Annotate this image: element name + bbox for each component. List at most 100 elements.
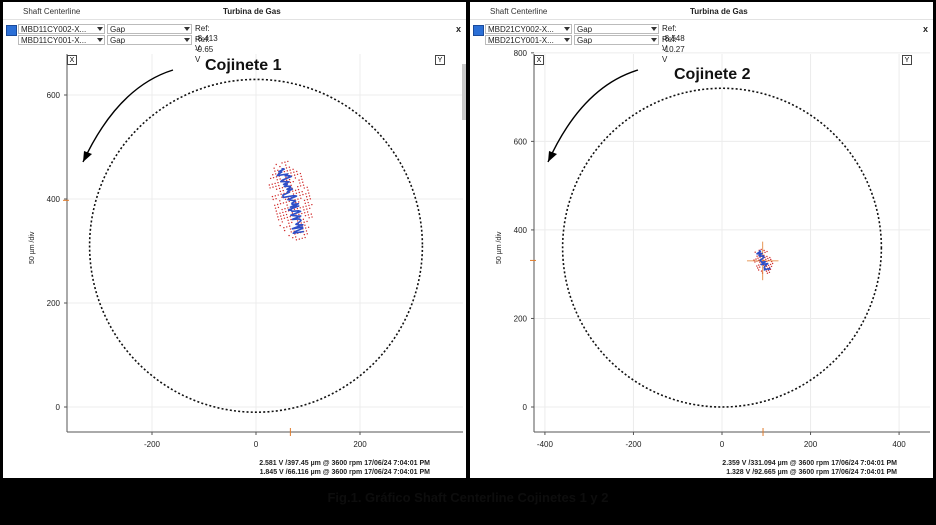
cluster-dot (290, 172, 292, 174)
cluster-dot (769, 256, 771, 259)
y-axis-button[interactable]: Y (902, 55, 912, 65)
cluster-dot (308, 217, 310, 219)
cluster-dot (293, 208, 296, 211)
cluster-dot (272, 174, 274, 176)
cluster-dot (304, 224, 306, 226)
shaft-centerline-plot-2[interactable]: -400 -200 0 200 400 0 200 400 600 800 Cojinete 2 (470, 2, 933, 478)
cluster-dot (304, 236, 306, 239)
cluster-dot (292, 180, 294, 183)
title-bar: Shaft Centerline Turbina de Gas (3, 2, 466, 20)
cluster-dot (300, 175, 302, 178)
cluster-dot (302, 193, 304, 196)
cluster-dot (275, 176, 278, 178)
channel-select-1[interactable]: MBD21CY002-X... (485, 24, 572, 34)
cluster-dot (307, 214, 310, 216)
cluster-dot (769, 263, 772, 266)
cluster-dot (294, 177, 297, 179)
close-button[interactable]: x (455, 24, 461, 34)
cluster-dot (275, 163, 277, 166)
chevron-down-icon (651, 27, 657, 31)
ref-value-2: Ref: -9.65 V (195, 35, 214, 64)
cluster-dot (299, 172, 302, 175)
cluster-dot (757, 257, 759, 259)
cluster-dot (274, 170, 276, 172)
rotation-arrow (82, 69, 174, 163)
chevron-down-icon (184, 27, 190, 31)
cluster-dot (303, 209, 305, 211)
channel-select-1[interactable]: MBD11CY002-X... (18, 24, 105, 34)
cluster-dot (271, 195, 274, 198)
cluster-dot (309, 207, 311, 210)
y-tick-label: 600 (514, 137, 528, 146)
y-axis-button[interactable]: Y (435, 55, 445, 65)
cluster-dot (286, 226, 288, 228)
cluster-dot (280, 193, 282, 195)
cluster-dot (299, 182, 301, 184)
cluster-dot (300, 197, 302, 199)
cluster-dot (302, 218, 305, 221)
measure-select-1[interactable]: Gap (107, 24, 192, 34)
measure-select-2[interactable]: Gap (574, 35, 659, 45)
x-axis-button[interactable]: X (67, 55, 77, 65)
y-tick-label: 200 (514, 314, 528, 323)
cluster-dot (272, 198, 274, 201)
cluster-dot (310, 213, 312, 215)
cluster-dot (292, 193, 295, 195)
cluster-dot (755, 258, 757, 260)
channel-select-2[interactable]: MBD21CY001-X... (485, 35, 572, 45)
cluster-dot (296, 173, 299, 176)
cluster-dot (285, 210, 287, 213)
cluster-dot (300, 222, 302, 224)
cluster-dot (757, 267, 759, 269)
cluster-dot (291, 221, 293, 224)
cluster-dot (288, 222, 290, 224)
cluster-dot (307, 189, 309, 191)
x-tick-label: 200 (353, 440, 367, 449)
cluster-dot (283, 229, 286, 232)
cluster-dot (311, 216, 313, 218)
measure-select-2[interactable]: Gap (107, 35, 192, 45)
footer-line-1: 2.359 V /331.094 µm @ 3600 rpm 17/06/24 … (722, 460, 897, 467)
scrollbar[interactable] (462, 64, 466, 120)
shaft-centerline-plot-1[interactable]: -200 0 200 0 200 400 600 Cojinete 1 (3, 2, 466, 478)
x-axis-button[interactable]: X (534, 55, 544, 65)
cluster-dot (290, 231, 292, 233)
cluster-dot (290, 184, 292, 187)
cluster-dot (760, 270, 763, 272)
clearance-circle (561, 87, 883, 408)
chevron-down-icon (97, 27, 103, 31)
cluster-dot (305, 196, 308, 198)
cluster-dot (301, 212, 303, 215)
cluster-dot (274, 182, 276, 185)
cluster-dot (759, 266, 761, 268)
cluster-dot (274, 204, 276, 206)
measure-select-1[interactable]: Gap (574, 24, 659, 34)
channel-icon[interactable] (473, 25, 484, 36)
cluster-dot (303, 221, 305, 223)
cluster-dot (282, 211, 284, 214)
cluster-dot (272, 186, 274, 188)
x-tick-label: -200 (144, 440, 161, 449)
cluster-dot (296, 207, 299, 210)
channel-select-2[interactable]: MBD11CY001-X... (18, 35, 105, 45)
cluster-dot (289, 169, 291, 171)
cluster-dot (289, 228, 292, 230)
close-button[interactable]: x (922, 24, 928, 34)
cluster-dot (292, 237, 294, 239)
orbit-trace (756, 250, 771, 271)
cluster-dot (279, 165, 281, 168)
cluster-dot (766, 250, 768, 253)
cluster-dot (299, 207, 301, 209)
cluster-dot (287, 207, 289, 209)
footer-line-1: 2.581 V /397.45 µm @ 3600 rpm 17/06/24 7… (259, 460, 430, 467)
cluster-dot (274, 195, 277, 197)
cluster-dot (290, 218, 292, 221)
cluster-dot (754, 251, 756, 253)
clearance-circle (88, 78, 424, 413)
window-title: Shaft Centerline (23, 7, 81, 16)
channel-icon[interactable] (6, 25, 17, 36)
cluster-dot (277, 219, 280, 221)
cluster-dot (292, 168, 294, 171)
cluster-dot (276, 179, 278, 181)
cluster-dot (765, 258, 767, 261)
